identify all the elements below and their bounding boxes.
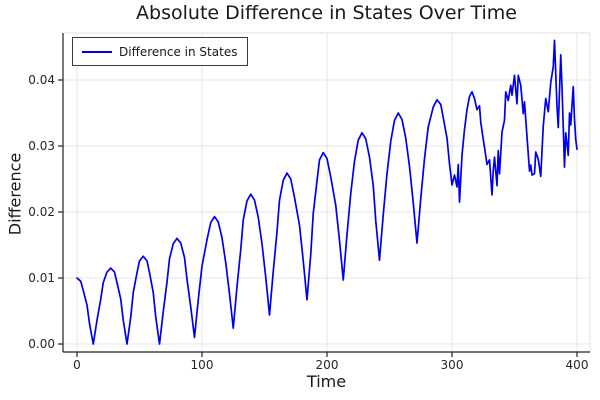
- y-tick-label: 0.00: [28, 337, 55, 351]
- x-tick-label: 400: [566, 358, 589, 372]
- x-axis-label: Time: [306, 372, 347, 391]
- chart-title: Absolute Difference in States Over Time: [136, 2, 517, 24]
- x-tick-label: 0: [73, 358, 81, 372]
- y-tick-label: 0.01: [28, 271, 55, 285]
- x-tick-label: 300: [441, 358, 464, 372]
- legend-line-sample: [82, 50, 112, 53]
- y-tick-label: 0.04: [28, 73, 55, 87]
- y-tick-label: 0.02: [28, 205, 55, 219]
- y-axis-label: Difference: [5, 152, 25, 236]
- legend-entry-label: Difference in States: [119, 44, 238, 59]
- x-tick-label: 100: [191, 358, 214, 372]
- series-line: [76, 39, 578, 345]
- legend: Difference in States: [72, 37, 249, 66]
- x-tick-label: 200: [316, 358, 339, 372]
- y-tick-label: 0.03: [28, 139, 55, 153]
